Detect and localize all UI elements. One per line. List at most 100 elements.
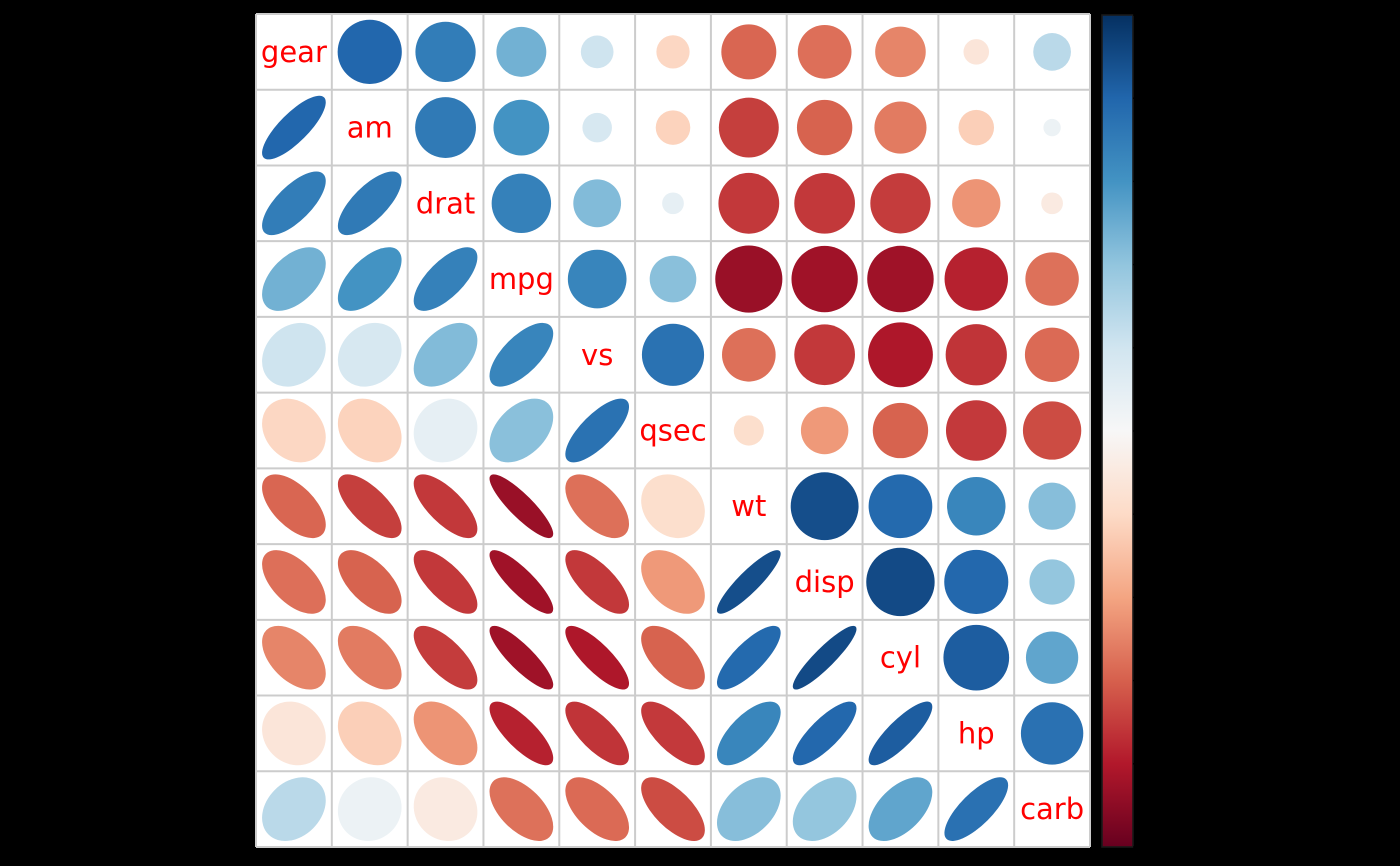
corr-ellipse-hp-am <box>337 701 402 766</box>
corr-circle-mpg-carb <box>1025 252 1079 306</box>
corr-circle-vs-carb <box>1024 327 1080 382</box>
corr-ellipse-am-gear <box>262 95 326 160</box>
corr-circle-am-carb <box>1043 118 1061 137</box>
corr-circle-gear-drat <box>415 21 476 82</box>
corr-ellipse-cyl-disp <box>792 625 857 690</box>
corr-circle-gear-wt <box>721 24 777 80</box>
corr-circle-vs-cyl <box>868 322 933 388</box>
corr-circle-mpg-disp <box>791 245 858 313</box>
corr-circle-gear-hp <box>963 39 990 65</box>
corr-circle-drat-qsec <box>662 192 684 215</box>
corr-circle-wt-carb <box>1028 482 1076 530</box>
corr-circle-gear-vs <box>580 35 614 69</box>
corr-ellipse-qsec-am <box>337 398 402 463</box>
corr-ellipse-wt-vs <box>565 474 630 539</box>
corr-ellipse-disp-qsec <box>641 550 705 614</box>
corr-ellipse-disp-drat <box>413 550 478 614</box>
corr-ellipse-qsec-vs <box>565 398 630 463</box>
corr-circle-drat-cyl <box>870 173 931 234</box>
corr-circle-gear-am <box>337 19 402 84</box>
grid <box>255 13 1091 848</box>
corr-ellipse-qsec-drat <box>413 398 478 463</box>
corr-ellipse-cyl-am <box>337 625 402 690</box>
corr-ellipse-disp-am <box>337 550 402 614</box>
var-label-hp: hp <box>958 716 995 750</box>
corr-circle-drat-mpg <box>491 173 552 234</box>
corr-circle-am-disp <box>796 99 853 156</box>
var-label-gear: gear <box>261 35 327 69</box>
corr-circle-drat-hp <box>952 179 1001 228</box>
var-label-mpg: mpg <box>489 262 554 296</box>
corr-ellipse-cyl-qsec <box>641 625 705 690</box>
corr-ellipse-wt-qsec <box>641 474 705 539</box>
corr-circle-mpg-qsec <box>649 255 697 303</box>
corr-circle-disp-carb <box>1029 559 1075 605</box>
corr-ellipse-cyl-gear <box>262 625 326 690</box>
corr-ellipse-carb-hp <box>944 777 1009 841</box>
corr-ellipse-disp-gear <box>262 550 326 614</box>
corr-circle-disp-hp <box>944 549 1009 614</box>
corr-circle-gear-qsec <box>656 35 690 69</box>
corr-ellipse-drat-am <box>337 171 402 236</box>
var-label-drat: drat <box>416 186 475 220</box>
corr-circle-vs-hp <box>945 324 1007 386</box>
corr-circle-wt-disp <box>790 472 859 541</box>
corr-circle-am-qsec <box>655 110 691 145</box>
corr-ellipse-wt-drat <box>413 474 478 539</box>
corr-circle-vs-disp <box>794 324 855 386</box>
corr-circle-mpg-cyl <box>867 245 934 313</box>
corr-ellipse-qsec-gear <box>262 398 326 463</box>
corr-circle-wt-cyl <box>868 474 933 539</box>
corr-circle-vs-qsec <box>641 323 705 386</box>
corr-ellipse-wt-am <box>337 474 402 539</box>
corr-ellipse-hp-vs <box>565 701 630 766</box>
corr-ellipse-carb-am <box>337 777 402 841</box>
corr-circle-drat-wt <box>718 172 780 234</box>
corr-ellipse-cyl-drat <box>413 625 478 690</box>
corr-circle-drat-vs <box>573 179 622 228</box>
corr-circle-am-vs <box>582 112 612 143</box>
corr-ellipse-mpg-gear <box>262 247 326 311</box>
correlation-glyphs: gear am drat mpg vs qsec wt disp cyl hp carb <box>261 19 1084 841</box>
corr-ellipse-hp-wt <box>716 701 781 766</box>
var-label-qsec: qsec <box>639 414 706 448</box>
corr-circle-hp-carb <box>1020 702 1084 765</box>
corr-circle-disp-cyl <box>866 547 935 617</box>
corr-circle-qsec-carb <box>1022 401 1082 460</box>
corr-circle-am-wt <box>718 97 779 158</box>
corr-circle-drat-disp <box>794 172 855 234</box>
colorbar <box>1101 14 1134 848</box>
var-label-wt: wt <box>731 489 766 523</box>
corr-ellipse-carb-drat <box>413 777 478 841</box>
corr-circle-am-cyl <box>874 101 927 154</box>
corr-ellipse-hp-drat <box>413 701 478 766</box>
corr-ellipse-disp-mpg <box>489 550 554 614</box>
corr-ellipse-hp-gear <box>262 701 326 766</box>
corr-ellipse-carb-qsec <box>641 777 705 841</box>
corr-circle-cyl-carb <box>1025 631 1079 684</box>
corr-ellipse-carb-mpg <box>489 777 554 841</box>
corr-circle-gear-disp <box>797 25 852 79</box>
corr-ellipse-wt-mpg <box>489 474 554 539</box>
var-label-vs: vs <box>581 338 613 372</box>
corr-ellipse-vs-mpg <box>489 322 554 387</box>
corr-ellipse-disp-vs <box>565 550 630 614</box>
corr-circle-qsec-wt <box>733 415 764 446</box>
corr-circle-am-hp <box>958 109 995 146</box>
var-label-disp: disp <box>795 565 855 599</box>
corr-circle-vs-wt <box>721 327 776 382</box>
corr-ellipse-carb-vs <box>565 777 630 841</box>
corr-circle-mpg-wt <box>715 245 783 313</box>
corr-ellipse-vs-am <box>337 322 402 387</box>
corr-ellipse-drat-gear <box>262 171 326 236</box>
corr-ellipse-carb-gear <box>262 777 326 841</box>
corr-ellipse-carb-disp <box>792 777 857 841</box>
corr-ellipse-mpg-drat <box>413 247 478 311</box>
corr-circle-mpg-vs <box>567 249 627 309</box>
var-label-carb: carb <box>1020 792 1084 826</box>
corr-circle-qsec-disp <box>800 406 849 455</box>
corr-circle-am-drat <box>415 97 476 159</box>
corr-ellipse-cyl-mpg <box>489 625 554 690</box>
corr-ellipse-hp-mpg <box>489 701 554 766</box>
